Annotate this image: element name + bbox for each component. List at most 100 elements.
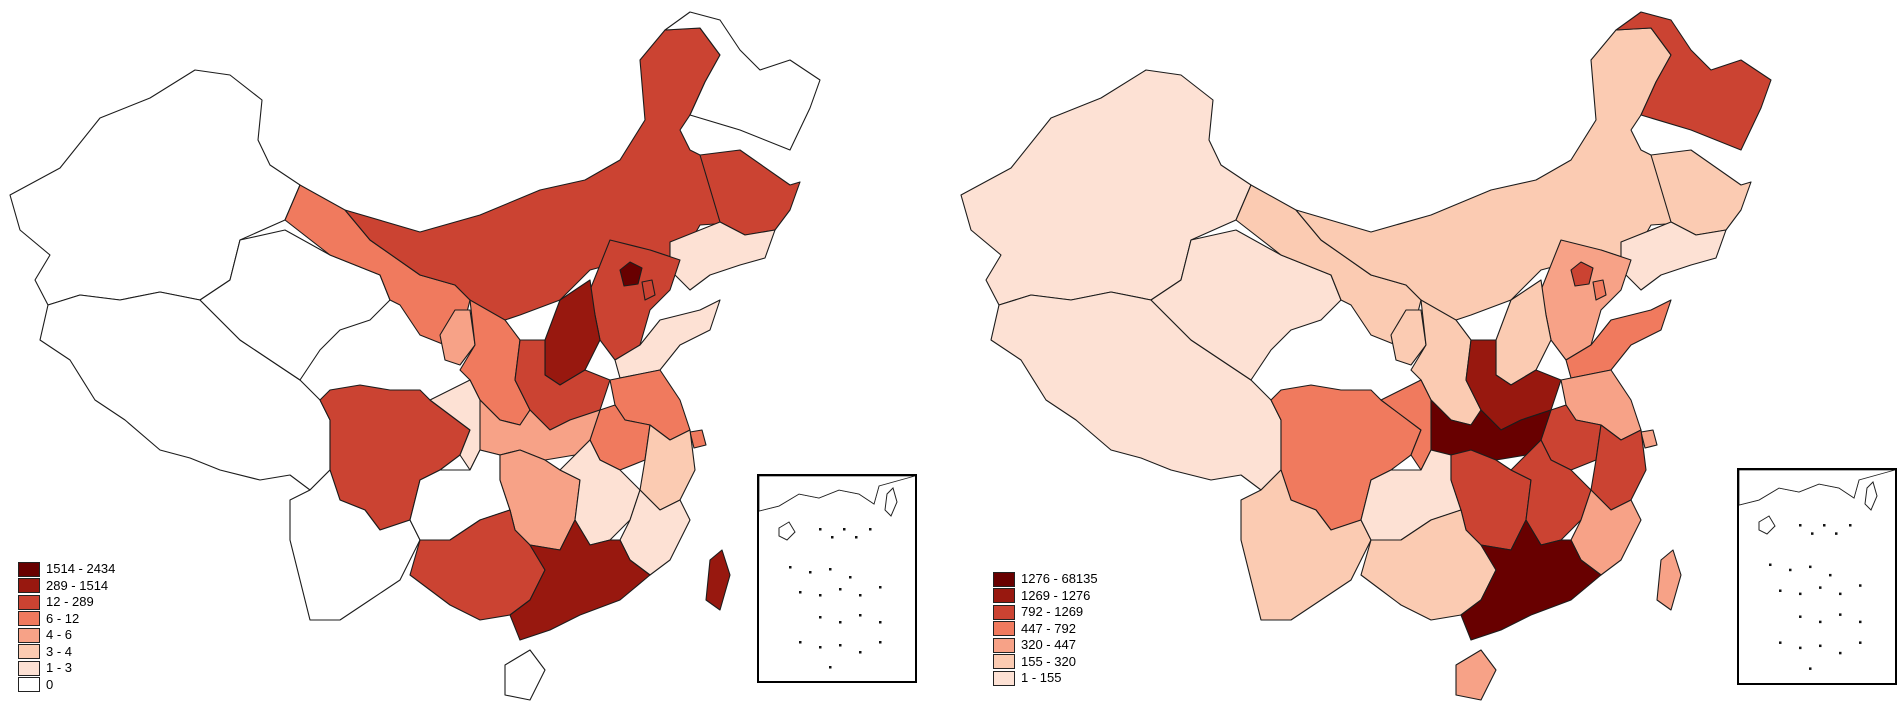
legend-swatch	[18, 627, 40, 643]
inset-taiwan	[1864, 481, 1878, 511]
inset-island-mark	[819, 528, 822, 531]
right-inset-map	[1739, 470, 1895, 670]
inset-island-mark	[879, 621, 882, 624]
inset-hainan	[1758, 515, 1776, 535]
legend-item: 289 - 1514	[18, 578, 115, 595]
inset-island-mark	[839, 644, 842, 647]
inset-island-mark	[839, 588, 842, 591]
province-hainan	[504, 649, 546, 701]
inset-island-mark	[1839, 651, 1842, 655]
inset-island-mark	[1799, 524, 1802, 527]
province-group	[960, 11, 1772, 701]
inset-island-mark	[809, 571, 812, 574]
left-south-china-sea-inset	[757, 474, 917, 683]
inset-island-mark	[799, 591, 802, 594]
legend-swatch	[993, 571, 1015, 587]
right-map-panel: 1276 - 68135 1269 - 1276 792 - 1269 447 - 7…	[951, 0, 1902, 718]
province-jiangxi	[1510, 439, 1592, 546]
inset-island-mark	[1789, 568, 1792, 572]
legend-item: 1 - 3	[18, 660, 115, 677]
inset-island-mark	[1779, 641, 1782, 644]
inset-island-mark	[1799, 646, 1802, 650]
inset-island-mark	[879, 586, 882, 589]
legend-item: 792 - 1269	[993, 604, 1098, 621]
inset-island-mark	[799, 641, 802, 644]
inset-taiwan	[884, 487, 898, 517]
legend-swatch	[993, 670, 1015, 686]
province-beijing	[619, 261, 643, 287]
legend-label: 12 - 289	[46, 594, 94, 609]
province-zhejiang	[639, 424, 696, 511]
inset-island-mark	[859, 614, 862, 617]
legend-item: 0	[18, 677, 115, 694]
left-inset-map	[759, 476, 915, 669]
province-shandong	[1565, 299, 1672, 379]
legend-label: 792 - 1269	[1021, 604, 1084, 619]
inset-island-mark	[1811, 532, 1814, 535]
legend-item: 3 - 4	[18, 644, 115, 661]
legend-label: 6 - 12	[46, 610, 80, 626]
inset-island-mark	[1849, 524, 1852, 527]
province-hainan	[1455, 649, 1497, 701]
inset-mainland	[759, 476, 915, 512]
province-henan	[514, 339, 611, 431]
legend-swatch	[993, 588, 1015, 604]
legend-swatch	[18, 644, 40, 660]
inset-island-mark	[855, 536, 858, 539]
inset-island-mark	[1809, 667, 1812, 670]
legend-swatch	[993, 621, 1015, 637]
legend-swatch	[993, 604, 1015, 620]
province-zhejiang	[1590, 424, 1647, 511]
legend-label: 1276 - 68135	[1021, 571, 1098, 586]
province-fujian	[619, 489, 691, 576]
inset-island-mark	[1809, 565, 1812, 569]
province-shanghai	[689, 429, 707, 449]
legend-swatch	[18, 594, 40, 610]
legend-label: 4 - 6	[46, 627, 73, 642]
legend-label: 0	[46, 676, 54, 692]
inset-island-mark	[849, 576, 852, 579]
legend-label: 1269 - 1276	[1021, 587, 1091, 603]
province-taiwan	[705, 549, 731, 611]
legend-item: 447 - 792	[993, 621, 1098, 638]
province-liaoning	[1620, 221, 1727, 291]
legend-label: 1 - 155	[1021, 670, 1062, 685]
province-yunnan	[1240, 469, 1372, 621]
inset-island-mark	[829, 666, 832, 669]
province-tianjin	[1592, 279, 1607, 301]
province-jiangxi	[559, 439, 641, 546]
legend-swatch	[18, 561, 40, 577]
legend-item: 320 - 447	[993, 637, 1098, 654]
inset-island-mark	[819, 616, 822, 619]
legend-item: 12 - 289	[18, 594, 115, 611]
inset-island-mark	[1829, 573, 1832, 577]
inset-island-mark	[1859, 620, 1862, 624]
inset-island-mark	[1823, 524, 1826, 527]
province-liaoning	[669, 221, 776, 291]
province-heilongjiang	[1615, 11, 1772, 151]
legend-swatch	[18, 578, 40, 594]
inset-island-mark	[789, 566, 792, 569]
inset-island-mark	[819, 646, 822, 649]
inset-island-mark	[869, 528, 872, 531]
inset-island-mark	[829, 568, 832, 571]
right-south-china-sea-inset	[1737, 468, 1897, 685]
legend-item: 1269 - 1276	[993, 588, 1098, 605]
province-heilongjiang	[664, 11, 821, 151]
legend-item: 1 - 155	[993, 670, 1098, 687]
left-map-panel: 1514 - 2434 289 - 1514 12 - 289 6 - 12 4 - 6…	[9, 11, 917, 701]
province-group	[9, 11, 821, 701]
inset-island-mark	[831, 536, 834, 539]
inset-island-mark	[1839, 592, 1842, 596]
legend-item: 6 - 12	[18, 611, 115, 628]
inset-island-mark	[1779, 589, 1782, 592]
legend-label: 1514 - 2434	[46, 561, 116, 576]
legend-label: 1 - 3	[46, 660, 73, 675]
province-tianjin	[641, 279, 656, 301]
inset-island-mark	[1769, 563, 1772, 567]
legend-item: 1276 - 68135	[993, 571, 1098, 588]
province-henan	[1465, 339, 1562, 431]
legend-label: 3 - 4	[46, 643, 73, 659]
left-legend: 1514 - 2434 289 - 1514 12 - 289 6 - 12 4 - 6…	[18, 561, 115, 693]
inset-island-mark	[859, 594, 862, 597]
